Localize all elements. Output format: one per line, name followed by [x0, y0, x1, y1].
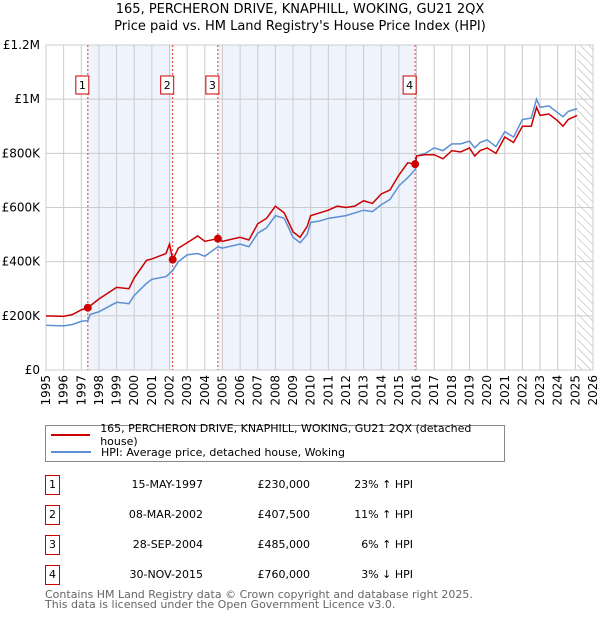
- sale-label: 2: [164, 79, 171, 92]
- legend-label: HPI: Average price, detached house, Woki…: [101, 445, 345, 459]
- x-tick-label: 2025: [568, 375, 582, 406]
- legend-item-hpi: HPI: Average price, detached house, Woki…: [51, 444, 345, 460]
- y-tick-label: £1M: [14, 92, 40, 106]
- x-tick-label: 1999: [110, 375, 124, 406]
- sale-date: 30-NOV-2015: [129, 568, 203, 581]
- x-tick-label: 2004: [198, 375, 212, 406]
- y-tick-label: £600K: [2, 201, 42, 215]
- sale-row: 4 30-NOV-2015 £760,000 3% ↓ HPI: [45, 565, 465, 585]
- sale-hpi-diff: 6% ↑ HPI: [361, 538, 413, 551]
- y-tick-label: £800K: [2, 146, 42, 160]
- x-tick-label: 2011: [321, 375, 335, 406]
- x-tick-label: 2024: [551, 375, 565, 406]
- footer-line: Contains HM Land Registry data © Crown c…: [45, 588, 473, 601]
- legend: 165, PERCHERON DRIVE, KNAPHILL, WOKING, …: [45, 422, 505, 462]
- sale-hpi-diff: 11% ↑ HPI: [354, 508, 413, 521]
- x-tick-label: 2005: [215, 375, 229, 406]
- y-tick-label: £200K: [2, 309, 42, 323]
- x-tick-label: 2015: [392, 375, 406, 406]
- y-tick-label: £0: [25, 363, 40, 377]
- x-tick-label: 2012: [339, 375, 353, 406]
- y-tick-label: £1.2M: [3, 38, 40, 52]
- sale-point: [168, 255, 177, 264]
- chart-subtitle: Price paid vs. HM Land Registry's House …: [114, 19, 486, 34]
- x-tick-label: 2009: [286, 375, 300, 406]
- sale-price: £485,000: [257, 538, 311, 551]
- x-tick-label: 2007: [251, 375, 265, 406]
- price-chart: 1995 1996 1997 1998 1999 2000 2001 2002 2003 2004…: [2, 38, 600, 406]
- sale-point: [411, 160, 420, 169]
- sale-marker-box: 1: [45, 475, 60, 495]
- property-price-line: [45, 105, 578, 318]
- x-tick-label: 2016: [410, 375, 424, 406]
- footer: Contains HM Land Registry data © Crown c…: [45, 588, 473, 611]
- sale-label-box: [160, 75, 175, 95]
- x-tick-label: 1998: [92, 375, 106, 406]
- x-tick-label: 2003: [180, 375, 194, 406]
- x-tick-label: 2021: [498, 375, 512, 406]
- legend-swatch-blue: [51, 451, 91, 453]
- sale-price: £760,000: [257, 568, 311, 581]
- legend-item-property: 165, PERCHERON DRIVE, KNAPHILL, WOKING, …: [51, 422, 504, 448]
- hpi-line: [45, 96, 578, 327]
- sale-marker-box: 3: [45, 535, 60, 555]
- legend-swatch-red: [51, 434, 91, 436]
- sale-label: 4: [406, 79, 413, 92]
- x-tick-label: 2022: [515, 375, 529, 406]
- sale-marker-box: 2: [45, 505, 60, 525]
- x-tick-label: 2006: [233, 375, 247, 406]
- sale-row: 3 28-SEP-2004 £485,000 6% ↑ HPI: [45, 535, 465, 555]
- x-tick-label: 2013: [357, 375, 371, 406]
- x-tick-label: 2014: [374, 375, 388, 406]
- x-tick-label: 2026: [586, 375, 600, 406]
- sale-label-box: [75, 75, 90, 95]
- x-tick-label: 2000: [127, 375, 141, 406]
- sale-marker-box: 4: [45, 565, 60, 585]
- sale-row: 2 08-MAR-2002 £407,500 11% ↑ HPI: [45, 505, 465, 525]
- sale-label-box: [402, 75, 417, 95]
- sale-label: 1: [79, 79, 86, 92]
- sale-price: £407,500: [257, 508, 311, 521]
- x-tick-label: 1997: [74, 375, 88, 406]
- sale-price: £230,000: [257, 478, 311, 491]
- sale-hpi-diff: 23% ↑ HPI: [354, 478, 413, 491]
- sale-hpi-diff: 3% ↓ HPI: [361, 568, 413, 581]
- y-tick-label: £400K: [2, 255, 42, 269]
- sale-point: [83, 303, 92, 312]
- x-tick-label: 2010: [304, 375, 318, 406]
- plot-frame: [45, 44, 594, 371]
- sale-date: 08-MAR-2002: [128, 508, 203, 521]
- x-tick-label: 2001: [145, 375, 159, 406]
- x-tick-label: 2018: [445, 375, 459, 406]
- sale-date: 28-SEP-2004: [132, 538, 203, 551]
- x-tick-label: 1995: [39, 375, 53, 406]
- x-tick-label: 2019: [462, 375, 476, 406]
- sale-label-box: [205, 75, 220, 95]
- sale-date: 15-MAY-1997: [131, 478, 203, 491]
- sale-label: 3: [209, 79, 216, 92]
- x-tick-label: 2020: [480, 375, 494, 406]
- legend-label: 165, PERCHERON DRIVE, KNAPHILL, WOKING, …: [100, 422, 472, 448]
- x-tick-label: 1996: [57, 375, 71, 406]
- footer-line: This data is licensed under the Open Gov…: [45, 598, 396, 611]
- x-tick-label: 2017: [427, 375, 441, 406]
- sale-row: 1 15-MAY-1997 £230,000 23% ↑ HPI: [45, 475, 465, 495]
- x-tick-label: 2008: [268, 375, 282, 406]
- sale-point: [213, 234, 222, 243]
- x-tick-label: 2023: [533, 375, 547, 406]
- x-tick-label: 2002: [163, 375, 177, 406]
- chart-title: 165, PERCHERON DRIVE, KNAPHILL, WOKING, …: [115, 2, 485, 17]
